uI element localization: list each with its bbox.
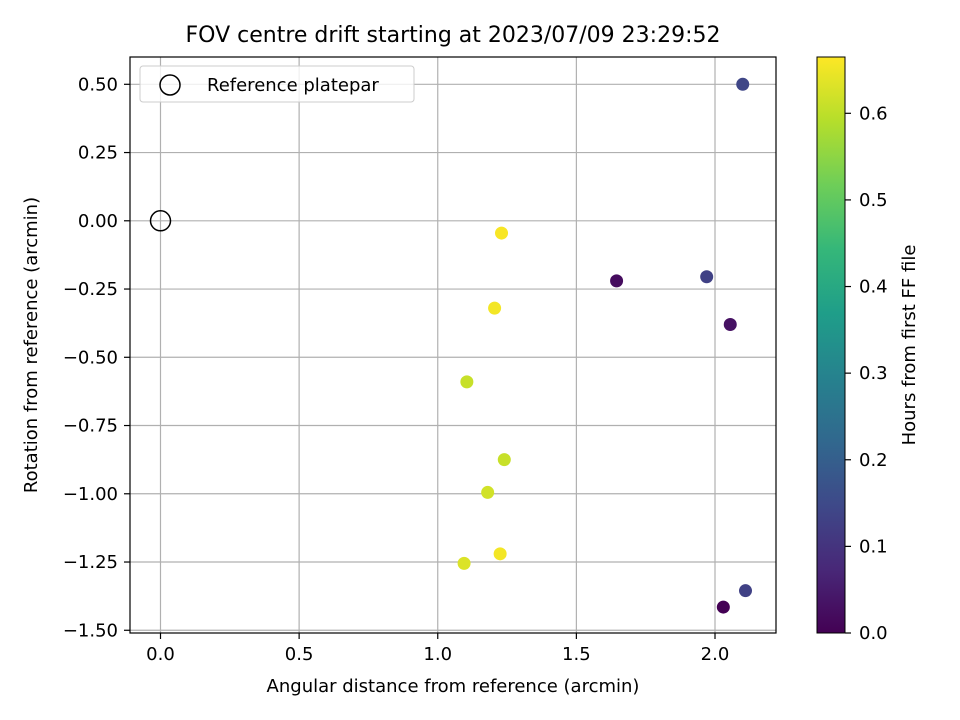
y-tick-label: −0.25 <box>63 279 118 300</box>
data-point <box>723 318 737 332</box>
y-tick-label: −1.25 <box>63 552 118 573</box>
data-points <box>457 77 753 614</box>
chart-title: FOV centre drift starting at 2023/07/09 … <box>186 23 721 48</box>
y-axis-ticks: 0.50 0.25 0.00 −0.25 −0.50 −0.75 −1.00 −1.25 −1.… <box>63 74 130 641</box>
colorbar-tick-label: 0.2 <box>859 450 888 471</box>
y-tick-label: 0.25 <box>78 143 118 164</box>
data-point <box>460 375 474 389</box>
legend-box <box>139 65 415 103</box>
colorbar-tick-label: 0.4 <box>859 277 888 298</box>
data-point <box>610 274 624 288</box>
legend: Reference platepar <box>139 65 415 103</box>
data-point <box>457 556 471 570</box>
colorbar-tick-label: 0.5 <box>859 190 888 211</box>
reference-point-group <box>149 210 172 232</box>
plot-frame <box>129 56 777 634</box>
colorbar-tick-label: 0.6 <box>859 103 888 124</box>
data-point <box>495 226 509 240</box>
y-tick-label: −1.00 <box>63 484 118 505</box>
y-tick-label: −1.50 <box>63 620 118 641</box>
x-axis-label: Angular distance from reference (arcmin) <box>267 676 640 697</box>
colorbar-label: Hours from first FF file <box>899 245 920 446</box>
data-point <box>739 584 753 598</box>
y-axis-label: Rotation from reference (arcmin) <box>21 197 42 493</box>
legend-marker <box>159 74 181 96</box>
x-tick-label: 1.0 <box>423 644 452 665</box>
reference-point <box>149 210 172 232</box>
y-tick-label: −0.50 <box>63 347 118 368</box>
colorbar-tick-label: 0.0 <box>859 623 888 644</box>
data-point <box>716 600 730 614</box>
data-point <box>700 270 714 284</box>
data-point <box>488 301 502 315</box>
x-tick-label: 1.5 <box>562 644 591 665</box>
y-tick-label: −0.75 <box>63 416 118 437</box>
x-tick-label: 2.0 <box>701 644 730 665</box>
legend-label: Reference platepar <box>207 75 379 96</box>
x-tick-label: 0.0 <box>146 644 175 665</box>
colorbar <box>816 56 846 634</box>
colorbar-tick-label: 0.3 <box>859 363 888 384</box>
data-point <box>736 77 750 91</box>
y-tick-label: 0.50 <box>78 74 118 95</box>
data-point <box>493 547 507 561</box>
y-tick-label: 0.00 <box>78 211 118 232</box>
colorbar-tick-label: 0.1 <box>859 536 888 557</box>
data-point <box>497 453 511 467</box>
x-tick-label: 0.5 <box>285 644 314 665</box>
x-axis-ticks: 0.0 0.5 1.0 1.5 2.0 <box>146 633 729 665</box>
colorbar-ticks: 0.0 0.1 0.2 0.3 0.4 0.5 0.6 <box>845 103 888 644</box>
data-point <box>481 485 495 499</box>
